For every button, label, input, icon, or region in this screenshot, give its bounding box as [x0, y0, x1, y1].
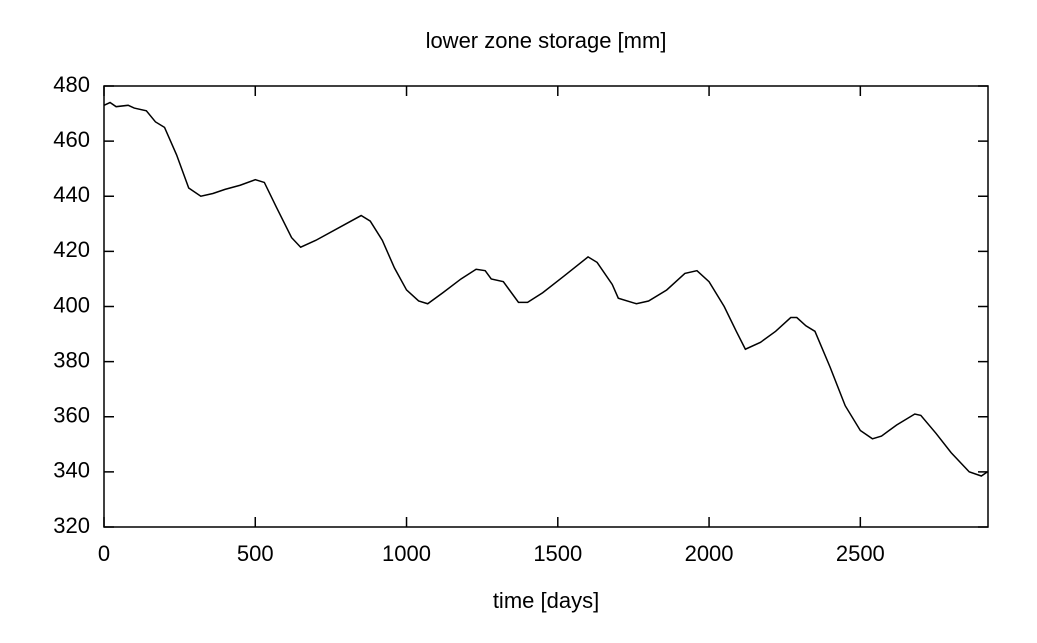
- y-tick-label: 480: [53, 72, 90, 97]
- y-tick-label: 460: [53, 127, 90, 152]
- y-tick-label: 380: [53, 347, 90, 372]
- chart-title: lower zone storage [mm]: [426, 28, 667, 53]
- y-tick-label: 340: [53, 458, 90, 483]
- x-tick-label: 1000: [382, 541, 431, 566]
- y-tick-label: 400: [53, 292, 90, 317]
- x-tick-label: 2500: [836, 541, 885, 566]
- x-tick-label: 2000: [685, 541, 734, 566]
- x-axis-label: time [days]: [493, 588, 599, 613]
- data-line: [103, 101, 988, 477]
- y-tick-label: 440: [53, 182, 90, 207]
- y-tick-label: 360: [53, 403, 90, 428]
- x-tick-label: 500: [237, 541, 274, 566]
- x-tick-label: 1500: [533, 541, 582, 566]
- y-tick-label: 420: [53, 237, 90, 262]
- y-tick-label: 320: [53, 513, 90, 538]
- plot-frame: [103, 85, 989, 528]
- x-tick-label: 0: [98, 541, 110, 566]
